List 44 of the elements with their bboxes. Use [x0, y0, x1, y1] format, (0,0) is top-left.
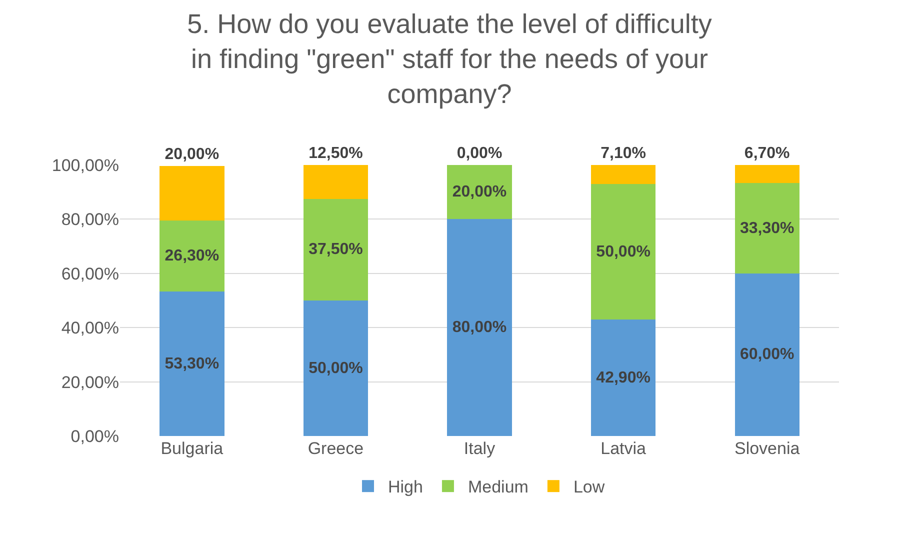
y-tick-label: 80,00%	[61, 210, 119, 230]
y-tick-label: 0,00%	[70, 426, 119, 446]
bar	[447, 219, 512, 436]
bar	[303, 198, 368, 300]
data-label: 37,50%	[308, 241, 363, 258]
data-label: 42,90%	[596, 369, 650, 386]
data-label: 53,30%	[164, 355, 220, 372]
bar	[160, 166, 224, 220]
bar	[590, 165, 656, 184]
bar	[160, 292, 224, 436]
data-label: 50,00%	[596, 243, 650, 260]
y-tick-label: 100,00%	[52, 156, 119, 175]
bar	[734, 183, 800, 274]
data-label: 12,50%	[308, 145, 363, 162]
data-label: 20,00%	[164, 146, 220, 164]
x-tick-label: Italy	[464, 439, 496, 458]
data-label: 7,10%	[600, 145, 646, 162]
y-tick-label: 60,00%	[61, 264, 119, 284]
x-tick-label: Bulgaria	[160, 439, 224, 458]
chart-title: 5. How do you evaluate the level of difficulty in finding "green" staff for the needs of your company?	[187, 8, 712, 109]
data-label: 80,00%	[452, 319, 507, 336]
bar	[447, 165, 512, 220]
x-tick-label: Latvia	[600, 439, 647, 458]
data-label: 6,70%	[744, 145, 790, 162]
data-label: 50,00%	[308, 360, 363, 377]
legend-label: High	[388, 478, 423, 497]
bar	[160, 220, 224, 292]
y-tick-label: 40,00%	[61, 318, 119, 338]
data-label: 0,00%	[456, 145, 502, 162]
y-tick-label: 20,00%	[61, 372, 119, 392]
x-tick-label: Greece	[308, 439, 364, 458]
data-label: 33,30%	[740, 220, 794, 237]
legend-label: Medium	[468, 478, 528, 497]
data-label: 60,00%	[740, 346, 794, 364]
bar	[590, 320, 656, 436]
bar	[590, 184, 656, 320]
bar	[734, 165, 800, 184]
bar	[303, 165, 368, 199]
x-tick-label: Slovenia	[734, 439, 800, 458]
legend-label: Low	[573, 478, 606, 497]
bar	[303, 300, 368, 436]
bar	[734, 273, 800, 436]
data-label: 26,30%	[164, 247, 220, 264]
data-label: 20,00%	[452, 184, 507, 201]
